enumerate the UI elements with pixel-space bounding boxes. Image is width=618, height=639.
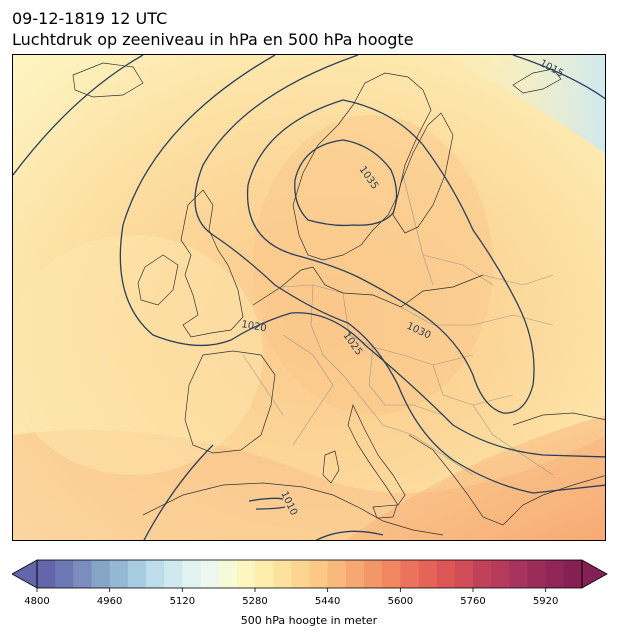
colorbar-cell xyxy=(418,560,438,588)
forecast-datetime: 09-12-1819 12 UTC xyxy=(12,9,168,28)
colorbar-cell xyxy=(200,560,220,588)
colorbar-cell xyxy=(563,560,583,588)
weather-map: 1015 1035 1020 1025 1030 1010 xyxy=(12,54,606,541)
isobar-1010 xyxy=(248,497,286,510)
colorbar-cell xyxy=(218,560,238,588)
colorbar-cell xyxy=(327,560,347,588)
finland-coast xyxy=(392,112,454,234)
country-borders xyxy=(242,174,554,476)
colorbar-cell xyxy=(127,560,147,588)
isobar-label-1020: 1020 xyxy=(240,319,267,334)
isobar-1020 xyxy=(119,55,605,458)
colorbar-cell xyxy=(109,560,129,588)
colorbar-cell xyxy=(545,560,565,588)
colorbar-cell xyxy=(382,560,401,588)
italy-coast xyxy=(347,403,406,506)
colorbar-tick: 5120 xyxy=(169,596,196,607)
isobar-1025 xyxy=(194,55,605,494)
colorbar-cell xyxy=(436,560,456,588)
isobar-1030 xyxy=(246,99,535,414)
colorbar-cell xyxy=(73,560,92,588)
colorbar-cells xyxy=(37,560,583,588)
north-africa-coast xyxy=(142,482,444,536)
colorbar-tick: 4800 xyxy=(24,596,50,607)
height-cold-region xyxy=(443,55,605,154)
colorbar-cell xyxy=(309,560,329,588)
isobar-1035 xyxy=(294,139,398,227)
colorbar-cell xyxy=(182,560,201,588)
isobar-1015-south xyxy=(143,444,384,540)
colorbar-max-extend xyxy=(581,559,608,589)
title-block: 09-12-1819 12 UTC Luchtdruk op zeeniveau… xyxy=(12,8,414,50)
mainland-coast xyxy=(252,266,484,308)
colorbar-label: 500 hPa hoogte in meter xyxy=(240,614,378,627)
colorbar-cell xyxy=(55,560,74,588)
isobar-1015-west xyxy=(13,55,144,176)
great-britain-coast xyxy=(180,189,244,338)
colorbar-cell xyxy=(146,560,165,588)
colorbar-outline xyxy=(36,559,583,589)
iberia-coast xyxy=(184,350,276,454)
isobars xyxy=(13,55,605,540)
colorbar-tick: 5920 xyxy=(532,596,559,607)
height-west-shading xyxy=(13,235,263,475)
colorbar-tick: 5280 xyxy=(242,596,268,607)
ireland-coast xyxy=(137,254,179,306)
novaya-zemlya-coast xyxy=(512,68,562,94)
colorbar-tick: 5760 xyxy=(460,596,486,607)
colorbar-cell xyxy=(364,560,383,588)
colorbar-cell xyxy=(291,560,310,588)
iceland-coast xyxy=(72,62,144,98)
colorbar-cell xyxy=(37,560,56,588)
sicily-coast xyxy=(372,504,398,519)
colorbar-cell xyxy=(255,560,274,588)
colorbar-min-extend xyxy=(12,559,38,589)
colorbar-cell xyxy=(454,560,474,588)
colorbar-tick: 5600 xyxy=(387,596,414,607)
colorbar-cell xyxy=(236,560,256,588)
colorbar-cell xyxy=(273,560,292,588)
height-ridge-core xyxy=(253,115,493,415)
colorbar-cell xyxy=(164,560,183,588)
height-warm-region-se xyxy=(345,415,605,540)
colorbar-cell xyxy=(491,560,510,588)
colorbar-cell xyxy=(345,560,365,588)
black-sea-coast xyxy=(512,412,605,426)
colorbar-cell xyxy=(473,560,492,588)
isobar-1015-northeast xyxy=(512,55,605,100)
map-title: Luchtdruk op zeeniveau in hPa en 500 hPa… xyxy=(12,30,414,49)
colorbar-tick: 4960 xyxy=(96,596,123,607)
scandinavia-coast xyxy=(292,72,432,261)
sardinia-coast xyxy=(322,450,340,484)
colorbar-cell xyxy=(527,560,547,588)
colorbar-cell xyxy=(509,560,528,588)
colorbar-tick-labels: 4800 4960 5120 5280 5440 5600 5760 5920 xyxy=(12,596,607,610)
colorbar-tickmarks xyxy=(36,588,547,592)
colorbar-cell xyxy=(91,560,111,588)
colorbar-tick: 5440 xyxy=(314,596,341,607)
colorbar xyxy=(12,559,608,592)
colorbar-cell xyxy=(400,560,419,588)
coastlines xyxy=(72,62,605,536)
